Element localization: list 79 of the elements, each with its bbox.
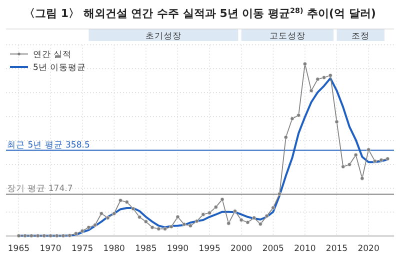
point (239, 218, 244, 222)
point (284, 135, 288, 140)
point (61, 234, 66, 238)
x-tick-label: 1965 (8, 244, 30, 254)
band-label: 초기성장 (145, 32, 182, 42)
legend-label: 연간 실적 (33, 50, 72, 60)
point (341, 164, 346, 169)
ref-line-label: 최근 5년 평균 358.5 (7, 140, 90, 150)
point (252, 216, 256, 220)
point (188, 224, 192, 228)
point (182, 222, 186, 226)
point (169, 224, 174, 229)
x-tick-label: 1980 (103, 244, 125, 254)
point (214, 205, 218, 210)
point (233, 209, 237, 214)
point (86, 225, 91, 230)
point (112, 212, 116, 216)
point (386, 156, 390, 161)
point (118, 198, 122, 202)
point (258, 222, 262, 226)
point (278, 192, 282, 196)
point (226, 221, 231, 226)
band-label: 조정 (352, 32, 370, 42)
point (106, 216, 110, 220)
point (354, 153, 358, 157)
point (360, 176, 364, 180)
ref-line-label: 장기 평균 174.7 (7, 184, 73, 194)
point (208, 210, 212, 215)
point (42, 234, 46, 238)
point (144, 220, 148, 224)
point (156, 226, 161, 231)
point (29, 234, 34, 238)
point (296, 113, 301, 118)
point (74, 232, 78, 236)
x-tick-label: 2005 (262, 244, 284, 254)
point (138, 215, 142, 220)
point (322, 76, 326, 80)
point (36, 234, 40, 238)
band-label: 고도성장 (269, 32, 306, 42)
point (131, 206, 136, 211)
x-tick-label: 2000 (230, 244, 252, 254)
point (328, 73, 332, 78)
point (264, 214, 269, 218)
point (150, 225, 154, 230)
point (348, 162, 352, 166)
point (48, 234, 52, 238)
point (379, 158, 384, 162)
x-tick-label: 1975 (72, 244, 94, 254)
point (54, 234, 59, 238)
point (23, 234, 28, 238)
x-tick-label: 1995 (198, 244, 220, 254)
x-tick-label: 2020 (358, 244, 380, 254)
point (372, 159, 377, 164)
x-tick-label: 2010 (294, 244, 316, 254)
point (290, 116, 294, 121)
x-tick-label: 1970 (40, 244, 62, 254)
point (303, 62, 307, 66)
point (316, 77, 320, 82)
point (194, 219, 199, 224)
point (163, 226, 167, 231)
point (246, 220, 250, 224)
point (366, 148, 371, 152)
point (124, 200, 129, 204)
point (93, 223, 97, 227)
point (80, 229, 84, 233)
point (99, 212, 104, 216)
point (176, 214, 180, 219)
x-tick-label: 1990 (166, 244, 189, 254)
point (68, 234, 72, 238)
x-tick-label: 1985 (135, 244, 157, 254)
point (309, 88, 314, 93)
point (220, 197, 224, 202)
x-tick-label: 2015 (326, 244, 348, 254)
point (16, 234, 21, 238)
point (334, 120, 339, 124)
legend-label: 5년 이동평균 (33, 63, 86, 73)
chart-title: 〈그림 1〉 해외건설 연간 수주 실적과 5년 이동 평균$^{28)}$ 추이(억 달러) (24, 6, 376, 20)
point (201, 212, 206, 216)
point (271, 206, 276, 210)
